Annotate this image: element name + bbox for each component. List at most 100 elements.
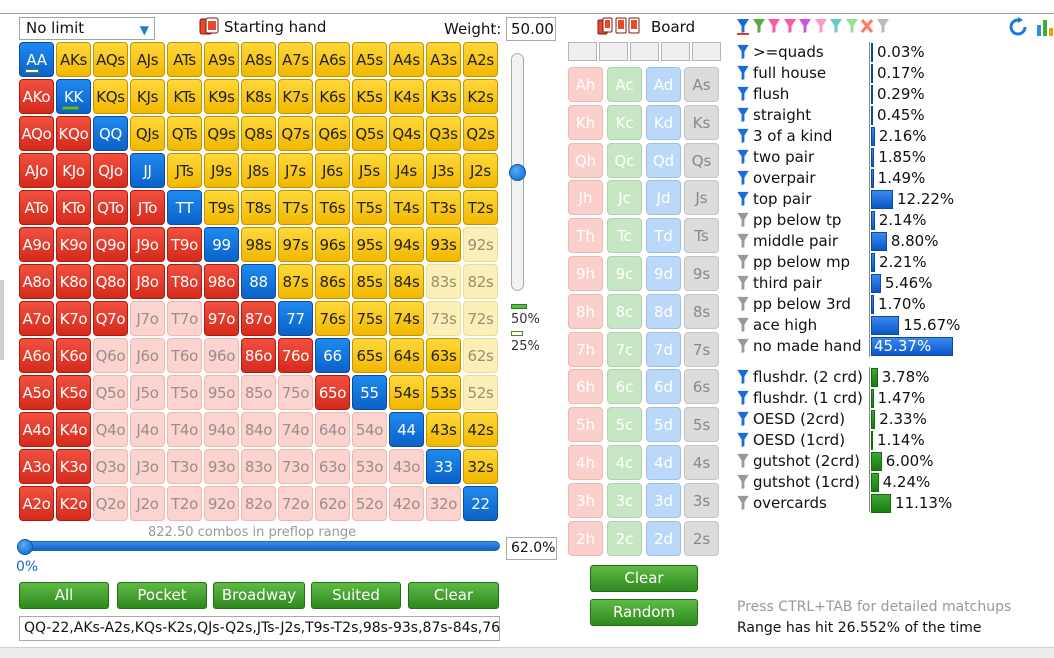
filter-icon[interactable] — [736, 127, 750, 144]
hand-cell-A2o[interactable]: A2o — [19, 486, 54, 521]
draws-row[interactable]: gutshot (2crd) 6.00% — [736, 451, 1036, 472]
board-card-Kh[interactable]: Kh — [568, 104, 603, 140]
hand-cell-K3o[interactable]: K3o — [56, 449, 91, 484]
hand-cell-KTo[interactable]: KTo — [56, 190, 91, 225]
hand-cell-33[interactable]: 33 — [426, 449, 461, 484]
hand-cell-TT[interactable]: TT — [167, 190, 202, 225]
hand-cell-74s[interactable]: 74s — [389, 301, 424, 336]
hand-cell-K8s[interactable]: K8s — [241, 79, 276, 114]
hand-cell-JJ[interactable]: JJ — [130, 153, 165, 188]
hand-cell-98s[interactable]: 98s — [241, 227, 276, 262]
stats-row[interactable]: third pair 5.46% — [736, 273, 1036, 294]
board-card-2h[interactable]: 2h — [568, 520, 603, 556]
hand-cell-K7o[interactable]: K7o — [56, 301, 91, 336]
hand-cell-Q9o[interactable]: Q9o — [93, 227, 128, 262]
hand-cell-A3o[interactable]: A3o — [19, 449, 54, 484]
filter-icon[interactable] — [736, 494, 750, 511]
hand-cell-62s[interactable]: 62s — [463, 338, 498, 373]
hand-cell-93s[interactable]: 93s — [426, 227, 461, 262]
hand-cell-ATo[interactable]: ATo — [19, 190, 54, 225]
hand-cell-A9s[interactable]: A9s — [204, 42, 239, 77]
hand-cell-T8s[interactable]: T8s — [241, 190, 276, 225]
board-card-Ah[interactable]: Ah — [568, 67, 603, 102]
draws-row[interactable]: overcards 11.13% — [736, 493, 1036, 514]
hand-cell-A5o[interactable]: A5o — [19, 375, 54, 410]
hand-cell-54o[interactable]: 54o — [352, 412, 387, 447]
stats-row[interactable]: flush 0.29% — [736, 84, 1036, 105]
hand-cell-Q3s[interactable]: Q3s — [426, 116, 461, 151]
hand-cell-QTs[interactable]: QTs — [167, 116, 202, 151]
hand-cell-T5o[interactable]: T5o — [167, 375, 202, 410]
hand-cell-Q4s[interactable]: Q4s — [389, 116, 424, 151]
clear-range-button[interactable]: Clear — [408, 582, 499, 609]
hand-cell-J8s[interactable]: J8s — [241, 153, 276, 188]
hand-cell-J2s[interactable]: J2s — [463, 153, 498, 188]
hand-cell-85s[interactable]: 85s — [352, 264, 387, 299]
hand-cell-62o[interactable]: 62o — [315, 486, 350, 521]
hand-cell-K4s[interactable]: K4s — [389, 79, 424, 114]
hand-cell-52o[interactable]: 52o — [352, 486, 387, 521]
filter-icon[interactable] — [736, 43, 750, 60]
hand-cell-73s[interactable]: 73s — [426, 301, 461, 336]
filter-icon[interactable] — [736, 190, 750, 207]
board-card-Qh[interactable]: Qh — [568, 142, 603, 178]
board-card-Qs[interactable]: Qs — [684, 142, 719, 178]
filter-icon[interactable] — [814, 17, 828, 35]
filter-icon[interactable] — [736, 253, 750, 270]
hand-cell-72s[interactable]: 72s — [463, 301, 498, 336]
hand-cell-T7s[interactable]: T7s — [278, 190, 313, 225]
hand-cell-95s[interactable]: 95s — [352, 227, 387, 262]
hand-cell-82o[interactable]: 82o — [241, 486, 276, 521]
stats-row[interactable]: overpair 1.49% — [736, 168, 1036, 189]
board-card-5d[interactable]: 5d — [646, 407, 681, 443]
suited-button[interactable]: Suited — [311, 582, 401, 609]
stats-row[interactable]: pp below tp 2.14% — [736, 210, 1036, 231]
filter-icon[interactable] — [736, 17, 750, 35]
hand-cell-T6o[interactable]: T6o — [167, 338, 202, 373]
hand-cell-J9o[interactable]: J9o — [130, 227, 165, 262]
board-card-7s[interactable]: 7s — [684, 331, 719, 367]
hand-cell-K7s[interactable]: K7s — [278, 79, 313, 114]
board-card-5c[interactable]: 5c — [607, 407, 642, 443]
hand-cell-T6s[interactable]: T6s — [315, 190, 350, 225]
hand-cell-T7o[interactable]: T7o — [167, 301, 202, 336]
hand-cell-Q2s[interactable]: Q2s — [463, 116, 498, 151]
draws-row[interactable]: OESD (2crd) 2.33% — [736, 409, 1036, 430]
hand-cell-64s[interactable]: 64s — [389, 338, 424, 373]
hand-cell-94s[interactable]: 94s — [389, 227, 424, 262]
filter-icon[interactable] — [736, 148, 750, 165]
hand-cell-76s[interactable]: 76s — [315, 301, 350, 336]
board-card-As[interactable]: As — [684, 67, 719, 102]
hand-cell-AJo[interactable]: AJo — [19, 153, 54, 188]
filter-icon[interactable] — [845, 17, 859, 35]
hand-cell-84o[interactable]: 84o — [241, 412, 276, 447]
stats-row[interactable]: two pair 1.85% — [736, 147, 1036, 168]
hand-cell-A8o[interactable]: A8o — [19, 264, 54, 299]
hand-cell-J4s[interactable]: J4s — [389, 153, 424, 188]
hand-cell-J5o[interactable]: J5o — [130, 375, 165, 410]
pocket-button[interactable]: Pocket — [117, 582, 207, 609]
hand-cell-Q2o[interactable]: Q2o — [93, 486, 128, 521]
filter-icon[interactable] — [736, 64, 750, 81]
hand-cell-ATs[interactable]: ATs — [167, 42, 202, 77]
hand-cell-Q7s[interactable]: Q7s — [278, 116, 313, 151]
hand-cell-T2s[interactable]: T2s — [463, 190, 498, 225]
stats-row[interactable]: pp below 3rd 1.70% — [736, 294, 1036, 315]
filter-icon[interactable] — [736, 85, 750, 102]
hand-cell-KQs[interactable]: KQs — [93, 79, 128, 114]
hand-cell-75s[interactable]: 75s — [352, 301, 387, 336]
filter-icon[interactable] — [736, 389, 750, 406]
limit-select[interactable]: No limit ▼ — [19, 17, 155, 40]
hand-cell-AJs[interactable]: AJs — [130, 42, 165, 77]
board-card-6h[interactable]: 6h — [568, 369, 603, 405]
hand-cell-63o[interactable]: 63o — [315, 449, 350, 484]
hand-cell-T4s[interactable]: T4s — [389, 190, 424, 225]
draws-row[interactable]: gutshot (1crd) 4.24% — [736, 472, 1036, 493]
board-card-3d[interactable]: 3d — [646, 482, 681, 518]
close-filter-icon[interactable] — [860, 17, 874, 35]
board-card-9s[interactable]: 9s — [684, 256, 719, 291]
hand-cell-T2o[interactable]: T2o — [167, 486, 202, 521]
hand-cell-97o[interactable]: 97o — [204, 301, 239, 336]
hand-cell-QJo[interactable]: QJo — [93, 153, 128, 188]
hand-cell-52s[interactable]: 52s — [463, 375, 498, 410]
